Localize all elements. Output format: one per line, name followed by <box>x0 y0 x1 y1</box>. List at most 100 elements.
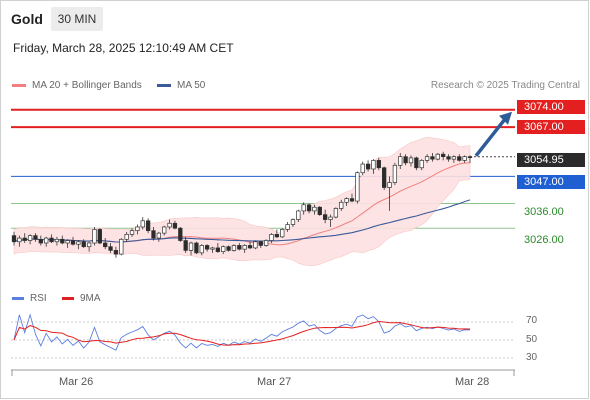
x-axis-layer <box>11 369 515 376</box>
candle <box>60 235 65 245</box>
candle <box>81 239 86 248</box>
candle <box>167 219 172 230</box>
candle <box>210 246 215 253</box>
candle-body <box>92 229 97 244</box>
candle-body <box>65 240 70 244</box>
candle-body <box>403 156 408 164</box>
candle-body <box>441 153 446 158</box>
rsi-line <box>13 313 471 351</box>
candle <box>97 228 102 245</box>
candle <box>54 236 60 246</box>
candle-body <box>178 227 183 241</box>
9ma-label: 9MA <box>80 293 101 304</box>
candle-body <box>430 156 435 160</box>
rsi-swatch <box>12 297 24 300</box>
candle <box>113 246 119 258</box>
candle <box>408 155 414 167</box>
candle-body <box>135 226 140 232</box>
legend-ma20: MA 20 + Bollinger Bands <box>12 80 142 91</box>
candle-body <box>44 237 49 244</box>
candle <box>76 240 81 250</box>
legend-rsi: RSI <box>12 293 47 304</box>
ma20-label: MA 20 + Bollinger Bands <box>32 80 142 91</box>
candle <box>70 236 76 246</box>
resistance-2-label: 3074.00 <box>517 100 585 114</box>
candle-body <box>435 153 440 160</box>
support-1-label: 3036.00 <box>524 206 564 218</box>
candle <box>290 218 296 227</box>
candle-body <box>81 241 86 248</box>
candle <box>151 226 156 241</box>
candle-body <box>419 160 424 169</box>
candle-body <box>247 245 253 249</box>
candle <box>360 161 365 176</box>
candle-body <box>129 230 135 235</box>
last-price-label: 3054.95 <box>517 153 585 167</box>
candle <box>280 228 285 239</box>
candle <box>312 204 317 215</box>
candle-body <box>306 204 312 212</box>
candle <box>263 239 269 247</box>
candle <box>446 154 451 162</box>
x-tick-mar26: Mar 26 <box>59 376 94 388</box>
candle-body <box>392 164 398 183</box>
rsi-label: RSI <box>30 293 47 304</box>
candle-body <box>156 232 161 239</box>
candle-body <box>221 246 226 252</box>
candle <box>274 229 280 239</box>
rsi-layer <box>11 313 515 359</box>
candle <box>178 226 183 242</box>
candle-body <box>70 240 76 245</box>
candle <box>226 245 231 252</box>
candle-body <box>113 250 119 255</box>
rsi-tick-50: 50 <box>526 334 538 345</box>
candle-body <box>296 210 301 220</box>
candle <box>419 159 424 171</box>
candle-body <box>253 241 258 249</box>
candle-body <box>382 167 387 188</box>
candle <box>349 193 355 203</box>
candle-body <box>328 216 333 220</box>
candle-body <box>86 242 92 248</box>
candle <box>140 217 145 230</box>
candle <box>355 171 360 204</box>
candle <box>221 245 226 255</box>
candle-body <box>17 237 22 243</box>
candle <box>108 243 113 253</box>
candle <box>382 166 387 190</box>
candle-body <box>49 237 54 243</box>
candle <box>258 240 263 248</box>
candle <box>103 238 108 250</box>
candle <box>27 234 33 245</box>
candle-body <box>124 234 129 240</box>
candle <box>457 154 462 162</box>
candle <box>199 244 204 256</box>
timeframe-badge[interactable]: 30 MIN <box>51 7 103 31</box>
candle-body <box>11 235 17 243</box>
candles-layer <box>11 151 473 258</box>
candle-body <box>339 201 344 209</box>
x-tick-mar28: Mar 28 <box>455 376 490 388</box>
candle <box>33 233 38 242</box>
candle <box>441 151 446 161</box>
candle-body <box>355 172 360 202</box>
candle-body <box>60 238 65 244</box>
candle <box>145 218 151 234</box>
pivot-label: 3047.00 <box>517 175 585 189</box>
forecast-arrow-head <box>499 111 512 125</box>
candle <box>156 231 161 242</box>
9ma-swatch <box>62 297 74 300</box>
candle-body <box>301 204 306 212</box>
candle-body <box>22 237 27 241</box>
candle-body <box>451 156 457 160</box>
candle <box>124 231 129 242</box>
candle <box>38 235 43 246</box>
candle-body <box>360 163 365 174</box>
ma20-swatch <box>12 84 26 87</box>
candle-body <box>398 156 403 166</box>
legend-9ma: 9MA <box>62 293 101 304</box>
candle <box>344 197 349 206</box>
candle-body <box>457 156 462 161</box>
timestamp: Friday, March 28, 2025 12:10:49 AM CET <box>13 41 234 55</box>
